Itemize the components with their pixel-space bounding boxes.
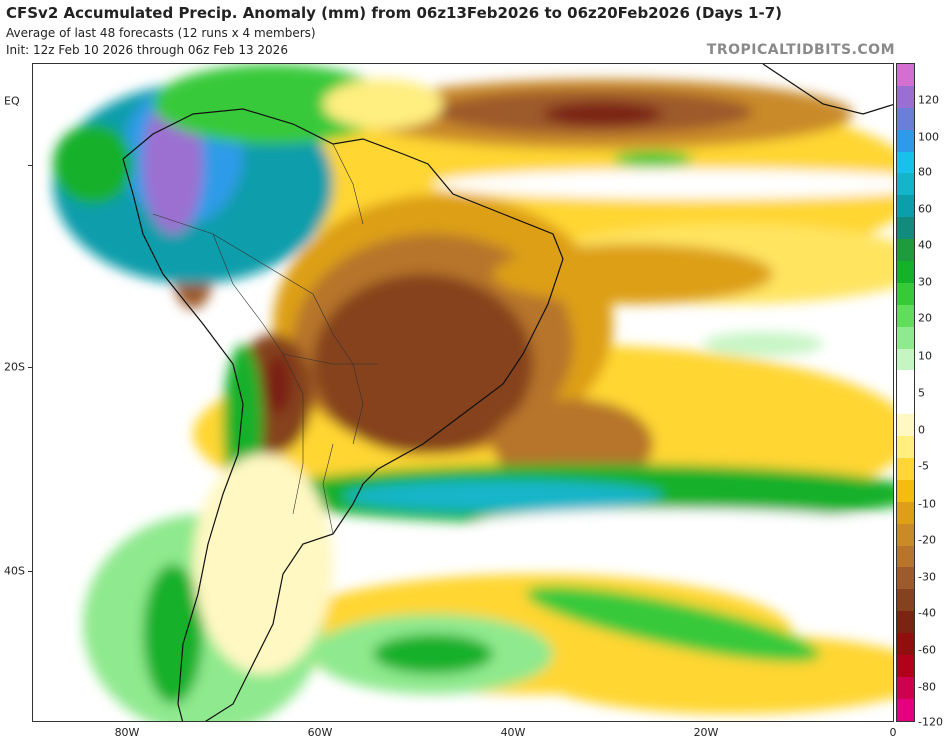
colorbar-swatch — [897, 458, 914, 480]
colorbar-swatch — [897, 698, 914, 721]
lat-tick — [28, 367, 32, 368]
colorbar-swatch — [897, 436, 914, 459]
colorbar-label: 30 — [918, 275, 932, 289]
colorbar-label: -30 — [918, 570, 936, 584]
colorbar-swatch — [897, 392, 914, 415]
colorbar-swatch — [897, 611, 914, 634]
colorbar-swatch — [897, 304, 914, 327]
lon-label-80w: 80W — [114, 726, 140, 739]
chart-subtitle: Average of last 48 forecasts (12 runs x … — [6, 26, 316, 40]
lon-label-0: 0 — [889, 726, 897, 739]
lon-label-40w: 40W — [500, 726, 526, 739]
colorbar-swatch — [897, 501, 914, 524]
precip-anomaly-map — [32, 63, 894, 722]
colorbar-swatch — [897, 545, 914, 568]
colorbar-swatch — [897, 655, 914, 677]
colorbar-swatch — [897, 370, 914, 393]
lat-label-eq: EQ — [4, 94, 20, 108]
lat-tick — [28, 571, 32, 572]
colorbar-swatch — [897, 107, 914, 130]
colorbar-swatch — [897, 676, 914, 699]
colorbar-swatch — [897, 523, 914, 546]
site-watermark[interactable]: TROPICALTIDBITS.COM — [706, 42, 895, 58]
colorbar — [896, 63, 915, 722]
colorbar-swatch — [897, 173, 914, 196]
colorbar-swatch — [897, 217, 914, 240]
colorbar-label: 100 — [918, 130, 939, 144]
colorbar-swatch — [897, 567, 914, 590]
colorbar-label: -120 — [918, 715, 943, 729]
lon-label-20w: 20W — [693, 726, 719, 739]
colorbar-swatch — [897, 589, 914, 612]
colorbar-label: 120 — [918, 93, 939, 107]
colorbar-label: -5 — [918, 459, 929, 473]
colorbar-swatch — [897, 282, 914, 305]
lon-label-60w: 60W — [307, 726, 333, 739]
colorbar-label: 5 — [918, 386, 925, 400]
colorbar-swatch — [897, 633, 914, 656]
colorbar-swatch — [897, 326, 914, 349]
colorbar-swatch — [897, 129, 914, 152]
country-borders — [152, 143, 378, 535]
colorbar-label: -60 — [918, 643, 936, 657]
colorbar-swatch — [897, 479, 914, 502]
anomaly-field — [53, 64, 893, 721]
colorbar-swatch — [897, 261, 914, 283]
lat-label-40s: 40S — [4, 564, 25, 578]
colorbar-swatch — [897, 239, 914, 262]
colorbar-swatch — [897, 64, 914, 86]
colorbar-label: -40 — [918, 606, 936, 620]
colorbar-label: 0 — [918, 423, 925, 437]
colorbar-label: -10 — [918, 497, 936, 511]
colorbar-label: -80 — [918, 680, 936, 694]
lat-label-20s: 20S — [4, 360, 25, 374]
lat-tick — [28, 165, 32, 166]
colorbar-swatch — [897, 414, 914, 437]
colorbar-label: -20 — [918, 533, 936, 547]
coastlines — [122, 64, 893, 721]
colorbar-label: 10 — [918, 349, 932, 363]
colorbar-label: 80 — [918, 165, 932, 179]
chart-title: CFSv2 Accumulated Precip. Anomaly (mm) f… — [6, 4, 783, 22]
colorbar-swatch — [897, 195, 914, 218]
colorbar-label: 20 — [918, 311, 932, 325]
colorbar-swatch — [897, 85, 914, 108]
colorbar-label: 60 — [918, 202, 932, 216]
colorbar-swatch — [897, 348, 914, 371]
colorbar-swatch — [897, 151, 914, 174]
init-time: Init: 12z Feb 10 2026 through 06z Feb 13… — [6, 43, 288, 57]
colorbar-label: 40 — [918, 238, 932, 252]
